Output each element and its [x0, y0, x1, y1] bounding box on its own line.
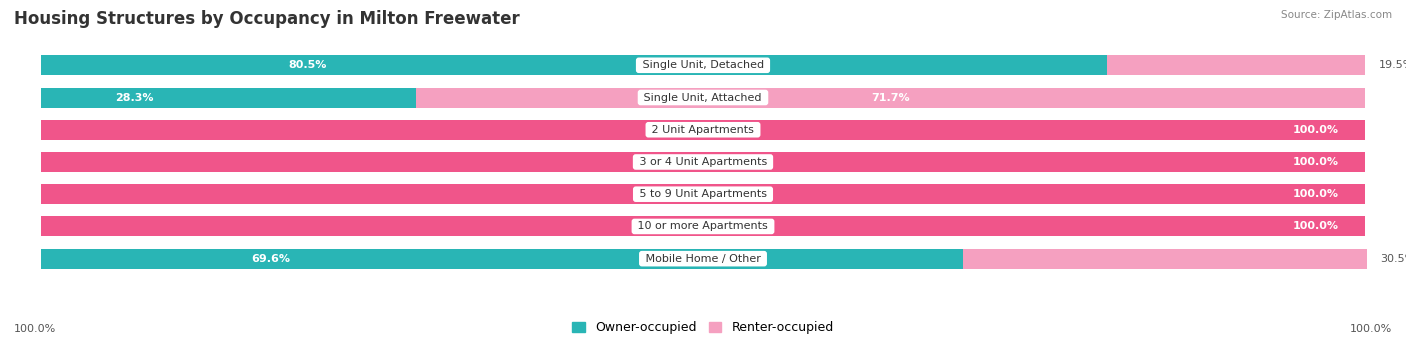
Text: 2 Unit Apartments: 2 Unit Apartments: [648, 125, 758, 135]
Bar: [41, 184, 1365, 204]
Bar: [41, 249, 1365, 269]
Text: 30.5%: 30.5%: [1381, 254, 1406, 264]
Bar: [41, 152, 1365, 172]
Text: 100.0%: 100.0%: [1350, 324, 1392, 334]
Bar: [41, 55, 1107, 75]
Text: 71.7%: 71.7%: [872, 92, 910, 103]
Text: Source: ZipAtlas.com: Source: ZipAtlas.com: [1281, 10, 1392, 20]
Text: 10 or more Apartments: 10 or more Apartments: [634, 221, 772, 232]
Text: Single Unit, Detached: Single Unit, Detached: [638, 60, 768, 70]
Bar: [41, 120, 1365, 140]
Bar: [41, 249, 963, 269]
Bar: [416, 88, 1365, 107]
Bar: [41, 55, 1365, 75]
Bar: [41, 217, 1365, 236]
Text: 100.0%: 100.0%: [14, 324, 56, 334]
Text: 69.6%: 69.6%: [252, 254, 291, 264]
Text: Mobile Home / Other: Mobile Home / Other: [641, 254, 765, 264]
Text: 100.0%: 100.0%: [1294, 189, 1339, 199]
Bar: [1107, 55, 1365, 75]
Text: 100.0%: 100.0%: [1294, 157, 1339, 167]
Text: 3 or 4 Unit Apartments: 3 or 4 Unit Apartments: [636, 157, 770, 167]
Text: 80.5%: 80.5%: [288, 60, 326, 70]
Bar: [41, 217, 1365, 236]
Text: 5 to 9 Unit Apartments: 5 to 9 Unit Apartments: [636, 189, 770, 199]
Text: 19.5%: 19.5%: [1379, 60, 1406, 70]
Bar: [41, 88, 416, 107]
Text: 100.0%: 100.0%: [1294, 221, 1339, 232]
Bar: [41, 120, 1365, 140]
Bar: [41, 184, 1365, 204]
Bar: [41, 88, 1365, 107]
Legend: Owner-occupied, Renter-occupied: Owner-occupied, Renter-occupied: [568, 316, 838, 339]
Text: 28.3%: 28.3%: [115, 92, 153, 103]
Text: Single Unit, Attached: Single Unit, Attached: [641, 92, 765, 103]
Text: 100.0%: 100.0%: [1294, 125, 1339, 135]
Bar: [41, 152, 1365, 172]
Bar: [963, 249, 1367, 269]
Text: Housing Structures by Occupancy in Milton Freewater: Housing Structures by Occupancy in Milto…: [14, 10, 520, 28]
